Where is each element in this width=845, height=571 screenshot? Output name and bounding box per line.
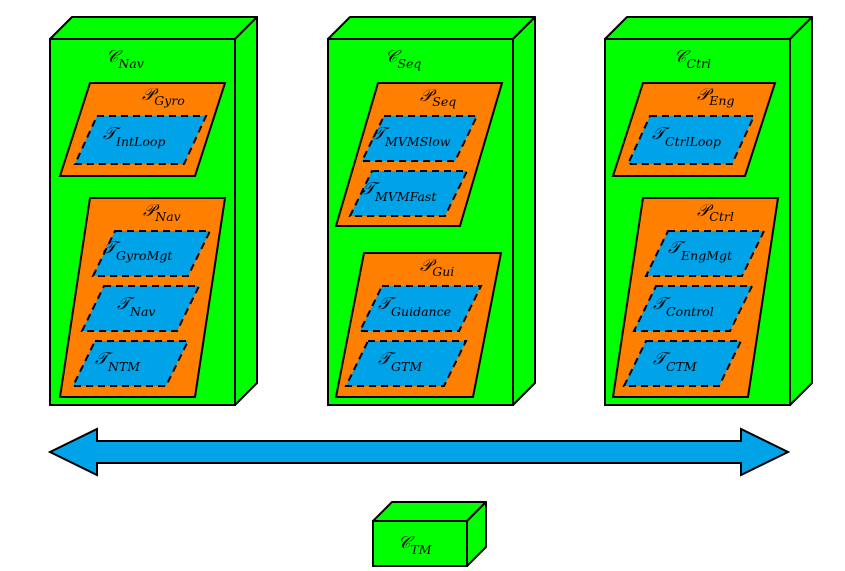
bus-arrow (47, 427, 791, 477)
task-mvmfast (348, 170, 469, 217)
task-label-engmgt: 𝒯EngMgt (668, 238, 733, 263)
box-side-face (789, 16, 813, 406)
task-ntm (71, 340, 190, 387)
task-control (632, 285, 754, 332)
task-intloop (73, 115, 208, 165)
task-gyromgt (91, 230, 212, 277)
box-side-face (512, 16, 536, 406)
component-tm (372, 501, 487, 567)
task-engmgt (644, 230, 766, 277)
task-mvmslow (360, 115, 479, 162)
box-side-face (234, 16, 258, 406)
task-nav (80, 285, 201, 332)
box-top-face (327, 16, 536, 40)
box-front-face (372, 520, 468, 567)
box-top-face (49, 16, 258, 40)
task-guidance (358, 285, 483, 332)
task-ctrlloop (626, 115, 756, 165)
task-gtm (344, 340, 468, 387)
component-label-nav: 𝒞Nav (106, 47, 144, 71)
box-top-face (604, 16, 813, 40)
task-ctm (622, 340, 743, 387)
